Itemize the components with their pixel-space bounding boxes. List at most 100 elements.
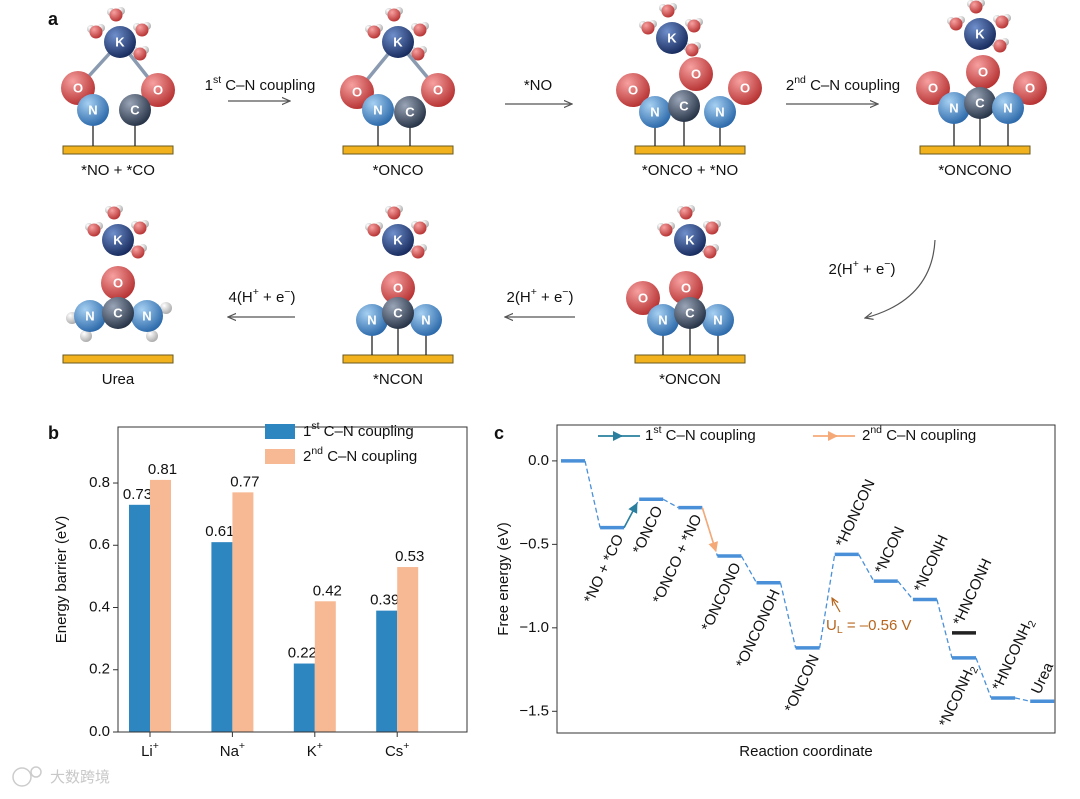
atom xyxy=(674,297,706,329)
atom xyxy=(704,96,736,128)
panel-label: a xyxy=(48,9,59,29)
water-o xyxy=(641,21,655,35)
y-axis-label: Free energy (eV) xyxy=(495,522,512,635)
water-o xyxy=(367,223,381,237)
text-part: nd xyxy=(870,424,882,436)
text-part: 2(H xyxy=(829,261,853,278)
text-part: − xyxy=(284,286,290,298)
atom-symbol: N xyxy=(713,312,722,327)
coupling-arrow xyxy=(623,502,638,529)
text-part: C–N coupling xyxy=(882,427,976,444)
legend-label: 2nd C–N coupling xyxy=(303,445,417,465)
surface xyxy=(342,145,454,155)
level-label: *NCON xyxy=(872,524,909,577)
text-part: 2 xyxy=(1025,619,1038,630)
atom-symbol: N xyxy=(949,100,958,115)
state-label: *ONCONO xyxy=(938,162,1011,179)
text-part: 1 xyxy=(205,77,213,94)
bar xyxy=(150,479,171,732)
text-part: *HNCONH xyxy=(989,621,1035,693)
atom-symbol: C xyxy=(393,305,403,320)
text-part: 2 xyxy=(303,448,311,465)
connector xyxy=(1014,697,1031,702)
text-part: *NCONH xyxy=(936,667,977,729)
bar xyxy=(376,610,398,732)
level-label: *ONCONOH xyxy=(733,587,784,670)
text-part: *NO xyxy=(524,77,552,94)
legend-label: 1st C–N coupling xyxy=(303,420,414,440)
text-part: ) xyxy=(290,289,295,306)
text-part: = –0.56 V xyxy=(843,617,912,634)
bar xyxy=(397,567,419,732)
surface xyxy=(62,354,174,364)
y-tick-label: 0.4 xyxy=(89,598,110,615)
atom xyxy=(916,71,950,105)
y-tick-label: −1.5 xyxy=(519,702,549,719)
level-label: *HNCONH xyxy=(950,556,996,628)
atom-symbol: K xyxy=(685,232,695,247)
atom-symbol: C xyxy=(975,95,985,110)
water-o xyxy=(413,23,427,37)
text-part: st xyxy=(213,74,221,86)
x-tick-label: K+ xyxy=(307,740,323,760)
legend-label: 2nd C–N coupling xyxy=(862,424,976,444)
text-part: 2(H xyxy=(507,289,531,306)
text-part: + e xyxy=(537,289,562,306)
connector xyxy=(584,460,601,528)
water-o xyxy=(661,4,675,18)
y-axis-label: Energy barrier (eV) xyxy=(53,516,70,644)
water-o xyxy=(679,206,693,220)
state-label: Urea xyxy=(102,371,135,388)
state-label: *NO + *CO xyxy=(81,162,155,179)
panel-label: c xyxy=(494,423,504,443)
water-o xyxy=(703,245,717,259)
atom xyxy=(141,73,175,107)
atom-symbol: O xyxy=(393,280,403,295)
atom xyxy=(382,297,414,329)
atom xyxy=(131,300,163,332)
atom-symbol: K xyxy=(667,30,677,45)
atom xyxy=(992,92,1024,124)
step-label: 4(H+ + e−) xyxy=(229,286,296,306)
surface xyxy=(62,145,174,155)
state-label: *ONCON xyxy=(659,371,721,388)
atom-symbol: N xyxy=(715,104,724,119)
x-tick-label: Cs+ xyxy=(385,740,409,760)
atom xyxy=(647,304,679,336)
step-label: 2(H+ + e−) xyxy=(507,286,574,306)
connector xyxy=(662,498,679,509)
atom xyxy=(938,92,970,124)
text-part: 1 xyxy=(303,423,311,440)
water-o xyxy=(411,245,425,259)
text-part: + xyxy=(153,740,159,752)
water-o xyxy=(107,206,121,220)
connector xyxy=(779,582,797,649)
text-part: 4(H xyxy=(229,289,253,306)
bar xyxy=(129,504,150,732)
connector xyxy=(858,554,875,582)
legend-label: 1st C–N coupling xyxy=(645,424,756,444)
value-label: 0.81 xyxy=(148,461,177,478)
text-part: Cs xyxy=(385,743,403,760)
x-axis-label: Reaction coordinate xyxy=(739,743,872,760)
step-label: 1st C–N coupling xyxy=(205,74,316,94)
hydrogen xyxy=(80,330,92,342)
value-label: 0.22 xyxy=(288,644,317,661)
surface xyxy=(919,145,1031,155)
value-label: 0.42 xyxy=(313,582,342,599)
water-o xyxy=(387,206,401,220)
water-o xyxy=(411,47,425,61)
atom xyxy=(362,94,394,126)
connector xyxy=(740,555,758,584)
atom-symbol: N xyxy=(88,102,97,117)
connector xyxy=(936,599,953,659)
water-o xyxy=(993,39,1007,53)
water-o xyxy=(89,25,103,39)
hydrogen xyxy=(146,330,158,342)
state-label: *ONCO xyxy=(373,162,424,179)
text-part: 2 xyxy=(968,665,981,676)
text-part: Na xyxy=(220,743,240,760)
atom-symbol: C xyxy=(685,305,695,320)
text-part: L xyxy=(837,624,843,636)
